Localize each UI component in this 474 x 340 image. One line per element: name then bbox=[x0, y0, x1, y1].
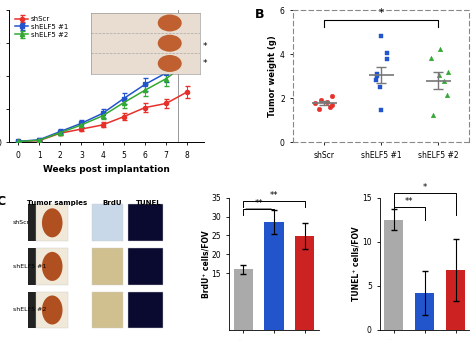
Bar bbox=[446, 270, 465, 330]
Text: B: B bbox=[255, 7, 264, 20]
Text: **: ** bbox=[405, 197, 413, 206]
Ellipse shape bbox=[42, 208, 63, 237]
Point bbox=[328, 93, 336, 99]
Bar bbox=[28, 248, 36, 285]
Point bbox=[376, 85, 384, 90]
Point bbox=[444, 69, 451, 74]
X-axis label: Weeks post implantation: Weeks post implantation bbox=[44, 165, 170, 174]
Bar bbox=[36, 204, 68, 241]
Bar bbox=[28, 204, 36, 241]
Point bbox=[440, 78, 447, 83]
Bar bbox=[36, 291, 68, 328]
Point bbox=[437, 46, 444, 51]
Text: C: C bbox=[0, 195, 6, 208]
Point bbox=[377, 33, 384, 38]
Point bbox=[326, 104, 334, 110]
Text: **: ** bbox=[270, 191, 278, 200]
Point bbox=[315, 106, 323, 112]
Point bbox=[428, 55, 435, 60]
Bar bbox=[178, 4, 210, 147]
Text: *: * bbox=[423, 184, 427, 192]
Point bbox=[328, 102, 336, 107]
Bar bbox=[128, 248, 163, 285]
Bar bbox=[28, 291, 36, 328]
Point bbox=[428, 112, 436, 118]
Bar bbox=[415, 293, 434, 330]
Point bbox=[374, 71, 381, 77]
Point bbox=[377, 108, 385, 113]
Point bbox=[311, 100, 319, 105]
Ellipse shape bbox=[42, 295, 63, 324]
Bar bbox=[128, 204, 163, 241]
Point bbox=[373, 73, 381, 79]
Text: *: * bbox=[202, 59, 207, 68]
Y-axis label: Tumor weight (g): Tumor weight (g) bbox=[268, 35, 277, 117]
Bar bbox=[295, 236, 314, 330]
Point bbox=[383, 56, 391, 61]
Bar bbox=[36, 248, 68, 285]
Bar bbox=[234, 269, 253, 330]
Point bbox=[323, 99, 330, 104]
Point bbox=[444, 92, 451, 98]
Text: **: ** bbox=[255, 199, 263, 208]
Legend: shScr, shELF5 #1, shELF5 #2: shScr, shELF5 #1, shELF5 #2 bbox=[13, 14, 71, 40]
Bar bbox=[92, 204, 123, 241]
Text: *: * bbox=[202, 42, 207, 51]
Bar bbox=[128, 291, 163, 328]
Bar bbox=[264, 222, 283, 330]
Point bbox=[383, 50, 391, 56]
Text: *: * bbox=[379, 8, 384, 18]
Text: shELF5 #2: shELF5 #2 bbox=[13, 307, 46, 312]
Text: TUNEL: TUNEL bbox=[136, 200, 162, 206]
Ellipse shape bbox=[42, 252, 63, 281]
Text: Tumor samples: Tumor samples bbox=[27, 200, 87, 206]
Y-axis label: BrdU⁺ cells/FOV: BrdU⁺ cells/FOV bbox=[201, 230, 210, 298]
Text: shELF5 #1: shELF5 #1 bbox=[13, 264, 46, 269]
Text: shScr: shScr bbox=[13, 220, 30, 225]
Text: BrdU: BrdU bbox=[103, 200, 122, 206]
Point bbox=[317, 98, 324, 103]
Point bbox=[435, 72, 443, 78]
Point bbox=[373, 77, 380, 82]
Y-axis label: TUNEL⁺ cells/FOV: TUNEL⁺ cells/FOV bbox=[352, 226, 361, 301]
Bar bbox=[384, 220, 403, 330]
Bar bbox=[92, 291, 123, 328]
Bar bbox=[92, 248, 123, 285]
